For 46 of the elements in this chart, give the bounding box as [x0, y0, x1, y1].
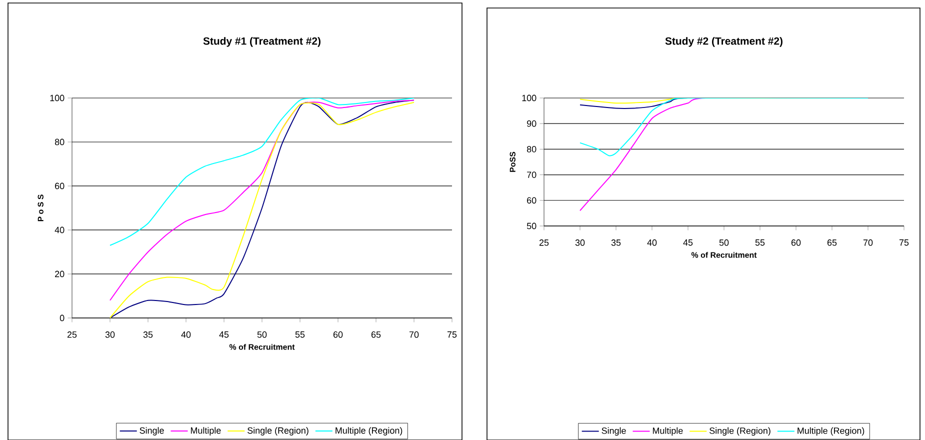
x-tick-label: 40	[647, 239, 657, 246]
y-tick-label: 60	[527, 197, 536, 204]
x-tick-label: 75	[899, 239, 909, 246]
x-tick-label: 40	[181, 331, 191, 338]
chart-title: Study #1 (Treatment #2)	[203, 37, 320, 47]
y-tick-label: 70	[527, 172, 536, 178]
x-tick-label: 55	[295, 331, 305, 338]
x-tick-label: 45	[219, 331, 229, 338]
y-tick-label: 100	[50, 94, 64, 102]
legend-label: Multiple	[190, 427, 221, 436]
x-tick-label: 25	[67, 331, 77, 338]
y-tick-label: 0	[60, 314, 64, 322]
legend-label: Single (Region)	[710, 427, 770, 436]
legend-label: Multiple (Region)	[336, 427, 402, 436]
x-tick-label: 50	[257, 331, 267, 338]
legend-label: Single	[140, 427, 164, 436]
x-tick-label: 30	[105, 331, 115, 338]
y-tick-label: 40	[54, 226, 64, 234]
y-tick-label: 60	[55, 182, 64, 190]
x-tick-label: 65	[371, 331, 381, 338]
legend-label: Single (Region)	[248, 427, 308, 436]
x-tick-label: 25	[539, 239, 549, 246]
legend-label: Multiple	[652, 427, 683, 436]
x-tick-label: 55	[755, 239, 765, 246]
chart-title: Study #2 (Treatment #2)	[665, 37, 782, 47]
y-tick-label: 50	[526, 222, 536, 230]
x-tick-label: 45	[683, 239, 693, 246]
legend-label: Multiple (Region)	[798, 427, 864, 436]
x-tick-label: 30	[575, 239, 585, 246]
y-tick-label: 90	[527, 120, 536, 127]
x-tick-label: 60	[333, 331, 343, 338]
x-tick-label: 75	[447, 331, 457, 338]
legend-label: Single	[602, 427, 626, 436]
x-tick-label: 35	[611, 239, 621, 246]
x-tick-label: 60	[791, 239, 801, 246]
y-tick-label: 20	[55, 270, 64, 278]
y-tick-label: 100	[522, 94, 536, 102]
line-series	[110, 98, 415, 246]
x-tick-label: 70	[409, 331, 419, 338]
x-tick-label: 35	[143, 331, 153, 338]
y-tick-label: 80	[526, 146, 536, 152]
x-tick-label: 50	[719, 239, 729, 246]
line-series	[580, 98, 869, 156]
x-tick-label: 65	[827, 239, 837, 246]
y-tick-label: 80	[54, 138, 64, 146]
x-tick-label: 70	[863, 239, 873, 246]
